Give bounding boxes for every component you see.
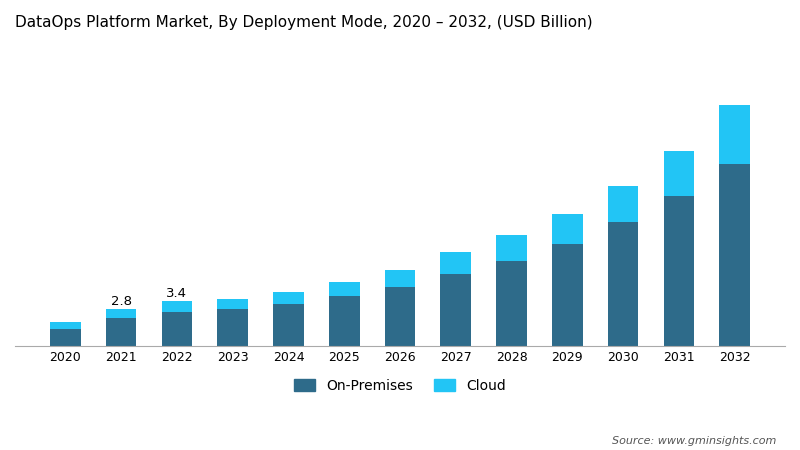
Bar	[385, 270, 415, 287]
Text: 3.4: 3.4	[166, 287, 187, 300]
Bar	[496, 235, 527, 261]
Text: DataOps Platform Market, By Deployment Mode, 2020 – 2032, (USD Billion): DataOps Platform Market, By Deployment M…	[15, 15, 593, 30]
Bar	[50, 322, 81, 329]
Bar	[162, 312, 192, 346]
Text: 2.8: 2.8	[110, 295, 132, 308]
Bar	[441, 274, 471, 346]
Bar	[50, 329, 81, 346]
Bar	[106, 309, 137, 318]
Bar	[608, 186, 638, 222]
Bar	[385, 287, 415, 346]
Bar	[663, 150, 694, 196]
Legend: On-Premises, Cloud: On-Premises, Cloud	[289, 374, 511, 399]
Bar	[329, 296, 359, 346]
Bar	[552, 214, 582, 244]
Bar	[663, 196, 694, 346]
Bar	[273, 292, 304, 304]
Bar	[329, 282, 359, 296]
Bar	[218, 309, 248, 346]
Bar	[608, 222, 638, 346]
Bar	[719, 105, 750, 163]
Bar	[496, 261, 527, 346]
Bar	[273, 304, 304, 346]
Bar	[218, 299, 248, 309]
Bar	[162, 302, 192, 312]
Bar	[441, 252, 471, 274]
Text: Source: www.gminsights.com: Source: www.gminsights.com	[612, 436, 776, 446]
Bar	[106, 318, 137, 346]
Bar	[552, 244, 582, 346]
Bar	[719, 163, 750, 346]
